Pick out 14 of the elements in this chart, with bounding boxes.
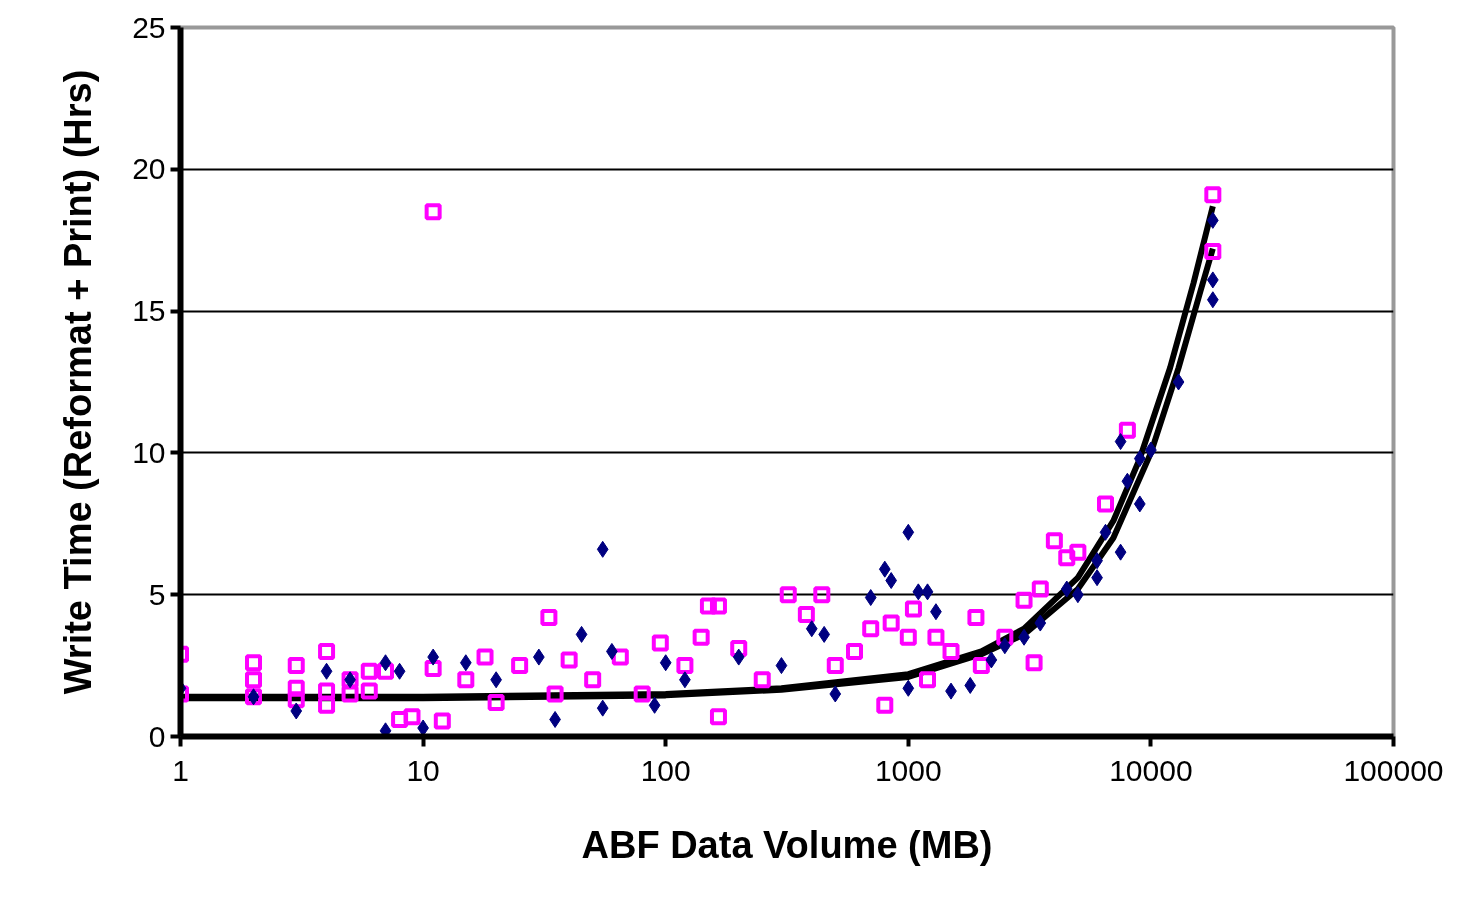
x-axis-title: ABF Data Volume (MB) [581,823,993,866]
y-tick-label: 15 [132,294,166,328]
x-tick-label: 10000 [1109,753,1193,787]
y-tick-label: 5 [148,577,166,611]
y-tick-label: 10 [132,435,166,469]
y-tick-label: 0 [148,719,166,753]
x-tick-label: 1000 [874,753,942,787]
x-tick-label: 1 [172,753,189,787]
y-axis-title: Write Time (Reformat + Print) (Hrs) [57,69,100,695]
x-tick-label: 100 [640,753,691,787]
x-tick-label: 10 [406,753,440,787]
y-tick-label: 25 [132,10,166,44]
y-tick-label: 20 [132,152,166,186]
x-tick-label: 100000 [1343,753,1444,787]
